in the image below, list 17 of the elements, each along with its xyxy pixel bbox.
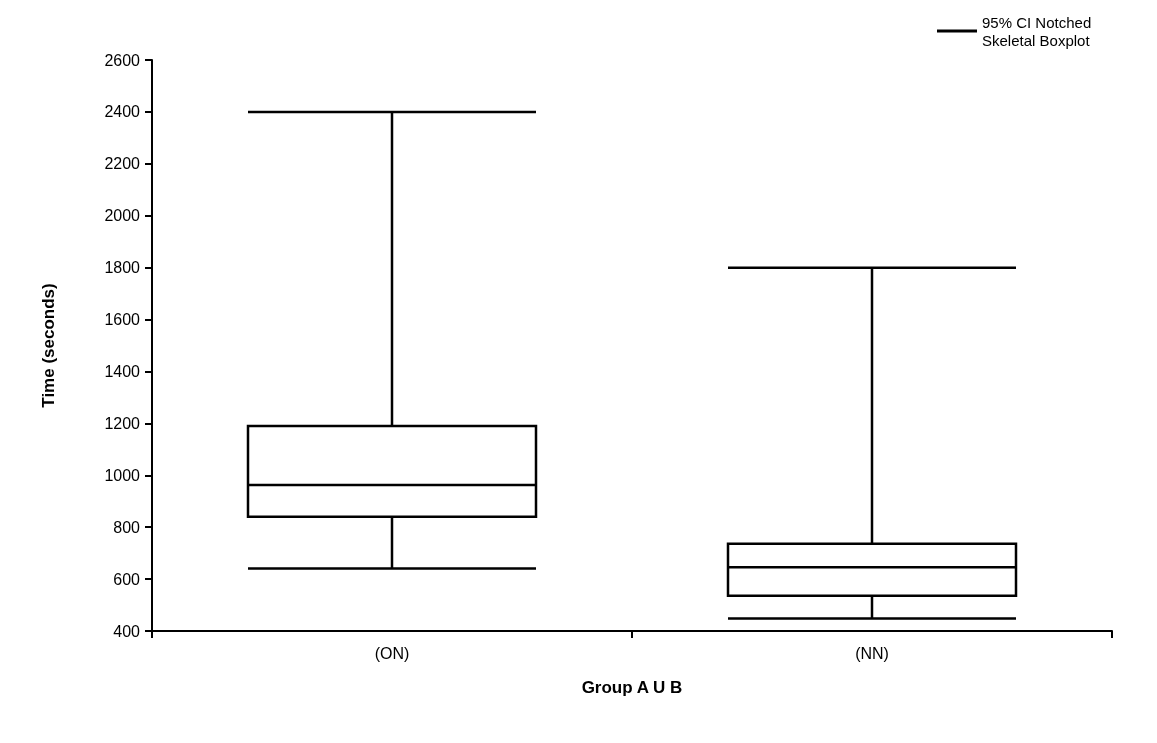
x-tick-label: (ON) bbox=[374, 644, 410, 662]
y-tick-label: 1800 bbox=[104, 259, 141, 277]
y-tick-label: 2200 bbox=[104, 155, 141, 173]
y-tick-label: 800 bbox=[113, 518, 141, 536]
x-tick-label: (NN) bbox=[855, 644, 889, 662]
y-tick-label: 1000 bbox=[104, 466, 141, 484]
legend-label: 95% CI Notched Skeletal Boxplot bbox=[982, 13, 1096, 49]
y-tick-label: 2400 bbox=[104, 103, 141, 121]
y-tick-label: 1200 bbox=[104, 414, 141, 432]
y-tick-label: 1400 bbox=[104, 362, 141, 380]
x-axis-title: Group A U B bbox=[581, 678, 683, 697]
y-axis-title: Time (seconds) bbox=[39, 283, 58, 408]
y-tick-label: 2600 bbox=[104, 51, 141, 69]
y-tick-label: 400 bbox=[113, 622, 141, 640]
y-tick-label: 600 bbox=[113, 570, 141, 588]
y-tick-label: 2000 bbox=[104, 207, 141, 225]
y-tick-label: 1600 bbox=[104, 311, 141, 329]
